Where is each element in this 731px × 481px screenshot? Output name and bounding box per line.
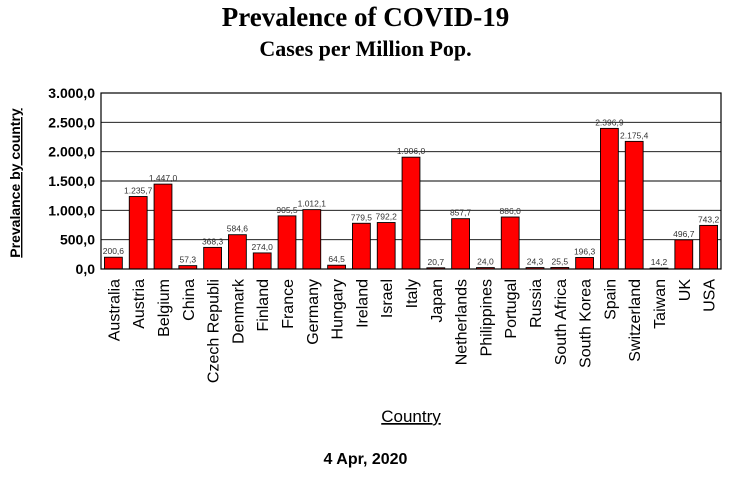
x-tick-label: Spain xyxy=(602,279,619,320)
chart-subtitle: Cases per Million Pop. xyxy=(259,36,472,61)
x-tick-label: Russia xyxy=(528,279,545,328)
value-label: 25,5 xyxy=(552,257,569,267)
bar xyxy=(600,127,619,270)
date-label: 4 Apr, 2020 xyxy=(323,451,408,468)
y-tick-label: 500,0 xyxy=(60,232,95,248)
x-tick-label: Ireland xyxy=(354,279,371,328)
value-label: 64,5 xyxy=(328,254,345,264)
x-tick-label: Israel xyxy=(379,279,396,318)
x-tick-label: South Africa xyxy=(553,279,570,365)
bar xyxy=(104,256,123,270)
bar xyxy=(128,196,148,270)
x-tick-label: France xyxy=(280,279,297,329)
y-tick-label: 0,0 xyxy=(76,261,96,277)
bar xyxy=(277,215,297,270)
value-label: 57,3 xyxy=(180,255,197,265)
bar xyxy=(575,257,594,270)
chart-title: Prevalence of COVID-19 xyxy=(221,2,510,32)
bar xyxy=(228,234,247,270)
value-label: 743,2 xyxy=(698,214,720,224)
x-tick-label: Austria xyxy=(131,279,148,329)
x-tick-label: UK xyxy=(677,279,694,302)
plot-frame xyxy=(100,92,722,270)
x-tick-label: Taiwan xyxy=(652,279,669,329)
bar xyxy=(699,224,718,270)
bar xyxy=(153,183,173,270)
x-tick-labels: Australia Austria Belgium China Czech Republ… xyxy=(106,278,718,383)
value-label: 1.447,0 xyxy=(149,173,178,183)
x-tick-label: Belgium xyxy=(156,279,173,337)
x-tick-label: Germany xyxy=(305,279,322,345)
value-label: 200,6 xyxy=(103,246,125,256)
bar xyxy=(674,239,694,270)
x-tick-label: Italy xyxy=(404,279,421,308)
bar xyxy=(352,222,371,270)
x-tick-label: Switzerland xyxy=(627,279,644,362)
y-tick-label: 2.500,0 xyxy=(48,114,95,130)
value-label: 779,5 xyxy=(351,212,373,222)
value-label: 857,7 xyxy=(450,208,472,218)
value-label: 792,2 xyxy=(376,212,398,222)
y-tick-label: 2.000,0 xyxy=(48,144,95,160)
value-label: 24,0 xyxy=(477,257,494,267)
x-tick-label: Philippines xyxy=(478,279,495,356)
x-tick-label: Australia xyxy=(106,279,123,341)
value-label: 1.906,0 xyxy=(397,146,426,156)
x-tick-label: China xyxy=(181,279,198,321)
bar xyxy=(401,156,421,270)
y-tick-labels: 0,0 500,0 1.000,0 1.500,0 2.000,0 2.500,0 3.00… xyxy=(48,85,95,277)
value-label: 274,0 xyxy=(252,242,274,252)
x-axis-label: Country xyxy=(381,407,441,426)
value-label: 886,0 xyxy=(500,206,522,216)
value-label: 1.012,1 xyxy=(298,199,327,209)
x-tick-label: South Korea xyxy=(578,279,595,368)
x-tick-label: Netherlands xyxy=(454,279,471,365)
value-label: 196,3 xyxy=(574,246,596,256)
x-tick-label: Portugal xyxy=(503,279,520,339)
bar xyxy=(302,209,322,270)
bar xyxy=(500,216,520,270)
value-label: 2.175,4 xyxy=(620,130,649,140)
y-tick-label: 1.000,0 xyxy=(48,202,95,218)
y-axis-label: Prevalance by country xyxy=(7,108,23,258)
y-tick-label: 1.500,0 xyxy=(48,173,95,189)
value-label: 2.396,9 xyxy=(595,117,624,127)
bar xyxy=(252,252,272,270)
x-tick-label: Czech Republi xyxy=(206,279,223,383)
value-label: 584,6 xyxy=(227,224,249,234)
value-label: 14,2 xyxy=(651,257,668,267)
x-tick-label: USA xyxy=(702,279,719,312)
x-tick-label: Japan xyxy=(429,279,446,323)
x-tick-label: Hungary xyxy=(330,279,347,339)
value-label: 496,7 xyxy=(673,229,695,239)
bar xyxy=(376,222,396,270)
y-tick-label: 3.000,0 xyxy=(48,85,95,101)
value-label: 24,3 xyxy=(527,257,544,267)
bar xyxy=(203,246,222,270)
x-tick-label: Denmark xyxy=(230,278,247,344)
value-label: 905,5 xyxy=(276,205,298,215)
x-tick-label: Finland xyxy=(255,279,272,331)
value-label: 368,3 xyxy=(202,236,224,246)
bar xyxy=(624,140,644,270)
value-label: 20,7 xyxy=(428,257,445,267)
value-label: 1.235,7 xyxy=(124,186,153,196)
bars xyxy=(104,127,718,270)
bar xyxy=(451,218,470,270)
